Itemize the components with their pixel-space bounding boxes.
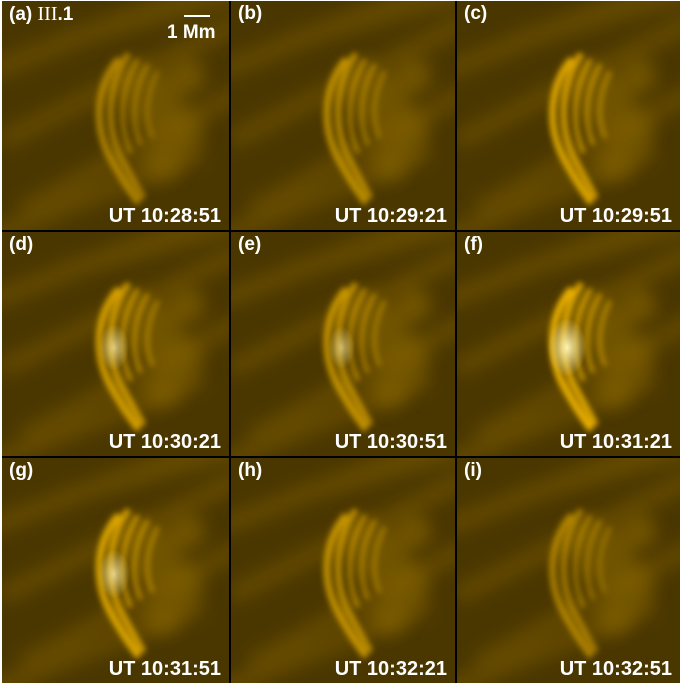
panel-label: (g) <box>9 460 34 481</box>
timestamp: UT 10:29:21 <box>334 205 447 227</box>
panel-h: (h) UT 10:32:21 <box>231 458 455 683</box>
panel-label: (d) <box>9 234 34 255</box>
timestamp: UT 10:30:21 <box>108 431 221 453</box>
scale-bar-line <box>184 15 210 17</box>
solar-loop-image <box>457 1 680 230</box>
solar-loop-image <box>2 232 229 456</box>
panel-label: (a) III.1 <box>9 3 74 25</box>
panel-g: (g) UT 10:31:51 <box>2 458 229 683</box>
panel-label: (e) <box>238 234 262 255</box>
timestamp: UT 10:30:51 <box>334 431 447 453</box>
panel-label: (b) <box>238 3 263 24</box>
panel-b: (b) UT 10:29:21 <box>231 1 455 230</box>
panel-d: (d) UT 10:30:21 <box>2 232 229 456</box>
panel-f: (f) UT 10:31:21 <box>457 232 680 456</box>
solar-loop-image <box>457 232 680 456</box>
timestamp: UT 10:29:51 <box>559 205 672 227</box>
panel-label: (h) <box>238 460 263 481</box>
solar-loop-image <box>2 1 229 230</box>
timestamp: UT 10:32:21 <box>334 658 447 680</box>
scale-bar: 1 Mm <box>162 15 229 45</box>
panel-label: (c) <box>464 3 488 24</box>
panel-e: (e) UT 10:30:51 <box>231 232 455 456</box>
timestamp: UT 10:31:51 <box>108 658 221 680</box>
timestamp: UT 10:31:21 <box>559 431 672 453</box>
panel-a: (a) III.1 1 Mm UT 10:28:51 <box>2 1 229 230</box>
panel-label: (f) <box>464 234 483 255</box>
solar-loop-image <box>2 458 229 683</box>
panel-label: (i) <box>464 460 482 481</box>
timestamp: UT 10:28:51 <box>108 205 221 227</box>
timestamp: UT 10:32:51 <box>559 658 672 680</box>
panel-i: (i) UT 10:32:51 <box>457 458 680 683</box>
solar-loop-image <box>231 1 455 230</box>
solar-loop-image <box>457 458 680 683</box>
panel-c: (c) UT 10:29:51 <box>457 1 680 230</box>
scale-bar-label: 1 Mm <box>167 22 216 43</box>
solar-loop-image <box>231 232 455 456</box>
solar-loop-image <box>231 458 455 683</box>
